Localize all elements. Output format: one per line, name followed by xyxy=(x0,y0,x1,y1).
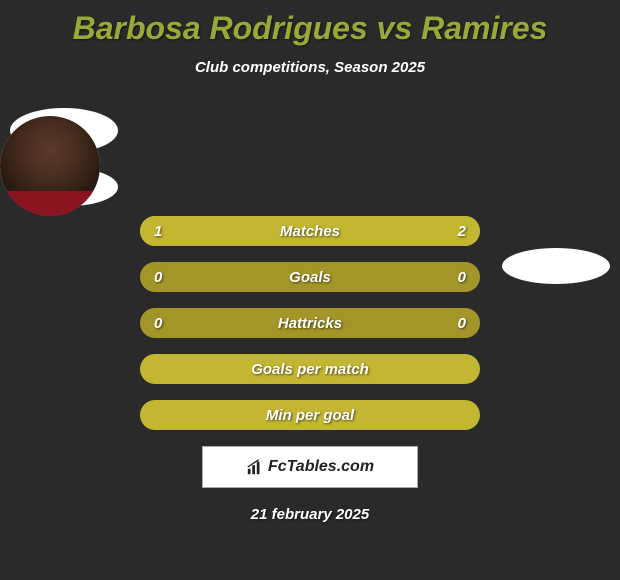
stat-value-right: 0 xyxy=(458,262,466,292)
stat-label: Min per goal xyxy=(140,400,480,430)
watermark[interactable]: FcTables.com xyxy=(202,446,418,488)
comparison-subtitle: Club competitions, Season 2025 xyxy=(0,59,620,76)
comparison-date: 21 february 2025 xyxy=(0,506,620,523)
player-right-face xyxy=(0,116,100,216)
player-right-avatar xyxy=(0,116,100,216)
stat-row-goals-per-match: Goals per match xyxy=(140,354,480,384)
stat-label: Matches xyxy=(140,216,480,246)
player-right-oval xyxy=(502,248,610,284)
watermark-text: FcTables.com xyxy=(268,458,374,476)
player-right-shirt xyxy=(0,191,100,216)
stat-row-matches: 1 Matches 2 xyxy=(140,216,480,246)
stat-bars: 1 Matches 2 0 Goals 0 0 Hattricks 0 Goal… xyxy=(140,216,480,430)
stat-label: Goals xyxy=(140,262,480,292)
stat-label: Hattricks xyxy=(140,308,480,338)
stat-row-goals: 0 Goals 0 xyxy=(140,262,480,292)
stat-value-right: 0 xyxy=(458,308,466,338)
stat-label: Goals per match xyxy=(140,354,480,384)
stat-row-hattricks: 0 Hattricks 0 xyxy=(140,308,480,338)
stat-value-right: 2 xyxy=(458,216,466,246)
comparison-area: 1 Matches 2 0 Goals 0 0 Hattricks 0 Goal… xyxy=(0,116,620,523)
comparison-title: Barbosa Rodrigues vs Ramires xyxy=(0,0,620,47)
chart-icon xyxy=(246,458,264,476)
stat-row-min-per-goal: Min per goal xyxy=(140,400,480,430)
